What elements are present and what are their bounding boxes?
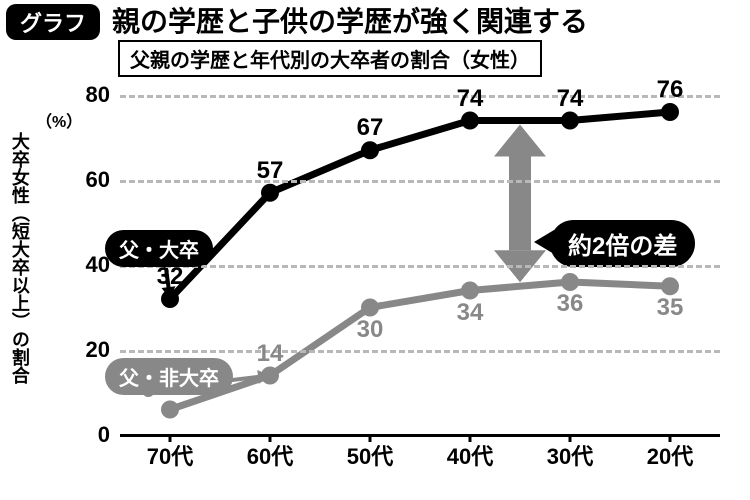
chart-root: グラフ 親の学歴と子供の学歴が強く関連する 父親の学歴と年代別の大卒者の割合（女…: [0, 0, 750, 500]
data-label: 14: [257, 340, 284, 368]
y-tick-label: 80: [65, 82, 110, 108]
series-badge-father-grad: 父・大卒: [105, 230, 213, 267]
x-axis-line: [120, 434, 720, 437]
series-line-father-grad: [170, 112, 670, 299]
graph-badge: グラフ: [6, 4, 100, 40]
header: グラフ 親の学歴と子供の学歴が強く関連する 父親の学歴と年代別の大卒者の割合（女…: [0, 0, 750, 70]
x-tick-label: 70代: [130, 439, 210, 471]
y-tick-label: 0: [65, 422, 110, 448]
x-tick-label: 40代: [430, 439, 510, 471]
y-axis-title: 大卒女性（短大卒以上）の割合: [10, 132, 29, 384]
x-tick-label: 60代: [230, 439, 310, 471]
y-tick-label: 60: [65, 167, 110, 193]
data-label: 32: [157, 263, 184, 291]
gridline: [120, 265, 720, 268]
data-label: 76: [657, 76, 684, 104]
data-label: 74: [557, 85, 584, 113]
gridline: [120, 95, 720, 98]
data-label: 34: [457, 299, 484, 327]
data-label: 30: [357, 316, 384, 344]
annotation-bubble: 約2倍の差: [550, 220, 695, 267]
plot-svg: [90, 85, 730, 465]
data-label: 36: [557, 290, 584, 318]
y-axis-unit: （%）: [36, 108, 82, 132]
gridline: [120, 350, 720, 353]
annotation-tail: [534, 230, 554, 254]
x-tick-label: 20代: [630, 439, 710, 471]
data-label: 35: [657, 294, 684, 322]
data-label: 67: [357, 114, 384, 142]
series-badge-father-nongrad: 父・非大卒: [105, 358, 233, 395]
x-tick-label: 30代: [530, 439, 610, 471]
chart-subtitle: 父親の学歴と年代別の大卒者の割合（女性）: [118, 40, 542, 77]
data-label: 57: [257, 157, 284, 185]
y-tick-label: 40: [65, 252, 110, 278]
gridline: [120, 180, 720, 183]
plot-area: [90, 85, 730, 465]
x-tick-label: 50代: [330, 439, 410, 471]
data-label: 74: [457, 85, 484, 113]
y-tick-label: 20: [65, 337, 110, 363]
chart-title: 親の学歴と子供の学歴が強く関連する: [112, 0, 588, 40]
series-line-father-nongrad: [170, 282, 670, 410]
